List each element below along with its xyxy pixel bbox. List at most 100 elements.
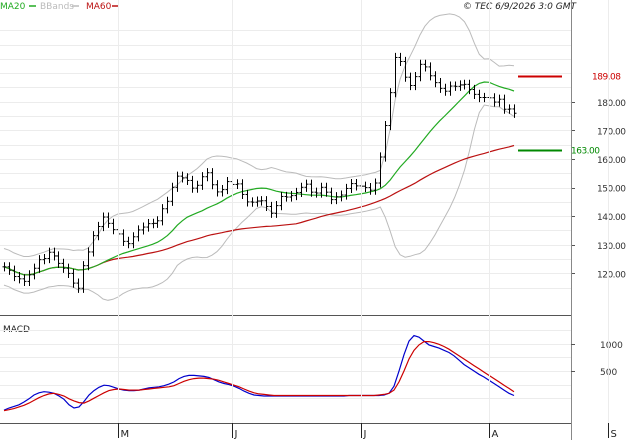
ohlc-bar bbox=[185, 173, 190, 186]
macd-lines bbox=[3, 334, 515, 412]
ohlc-bar bbox=[309, 179, 314, 197]
copyright-text: © TEC 6/9/2026 3:0 GMT bbox=[463, 2, 578, 12]
ma20-line bbox=[3, 81, 515, 276]
ohlc-bar bbox=[378, 152, 383, 188]
ohlc-bar bbox=[12, 265, 17, 282]
ohlc-bar bbox=[240, 179, 245, 200]
ohlc-bar bbox=[205, 168, 210, 182]
ohlc-bar bbox=[86, 247, 91, 271]
ohlc-bar bbox=[96, 221, 101, 241]
ohlc-bar bbox=[106, 212, 111, 228]
ohlc-bar bbox=[443, 83, 448, 96]
ohlc-bar bbox=[151, 218, 156, 229]
ohlc-bar bbox=[71, 268, 76, 288]
ohlc-bar bbox=[289, 191, 294, 202]
macd-grid bbox=[0, 330, 571, 399]
ohlc-bar bbox=[136, 225, 141, 242]
ohlc-bar bbox=[472, 84, 477, 99]
ohlc-bar bbox=[61, 258, 66, 273]
ohlc-bar bbox=[319, 182, 324, 198]
ohlc-bar bbox=[146, 219, 151, 232]
ohlc-bar bbox=[314, 187, 319, 198]
ohlc-bar bbox=[492, 93, 497, 107]
legend-ma60: MA60 bbox=[86, 2, 112, 12]
ohlc-bar bbox=[27, 270, 32, 286]
ohlc-bar bbox=[448, 81, 453, 96]
ma60-line bbox=[3, 144, 515, 276]
price-tick-label: 140.00 bbox=[597, 213, 626, 223]
ohlc-bar bbox=[101, 212, 106, 232]
ohlc-bar bbox=[180, 171, 185, 183]
price-tick-label: 120.00 bbox=[597, 270, 626, 280]
ohlc-bar bbox=[255, 196, 260, 207]
ohlc-bar bbox=[363, 181, 368, 193]
ohlc-bar bbox=[344, 183, 349, 200]
ohlc-bar bbox=[502, 94, 507, 114]
ohlc-bar bbox=[81, 261, 86, 293]
ohlc-bar bbox=[2, 262, 7, 272]
ohlc-bar bbox=[52, 247, 57, 261]
ohlc-bar bbox=[22, 274, 27, 286]
price-tick-label: 170.00 bbox=[597, 127, 626, 137]
ohlc-bar bbox=[195, 180, 200, 193]
ohlc-bar bbox=[433, 71, 438, 88]
ohlc-bar bbox=[408, 72, 413, 91]
ohlc-bar bbox=[160, 204, 165, 226]
ohlc-bar bbox=[32, 263, 37, 280]
moving-averages bbox=[3, 81, 515, 276]
ohlc-bar bbox=[245, 189, 250, 207]
ohlc-bar bbox=[210, 168, 215, 190]
ohlc-bar bbox=[215, 180, 220, 197]
ohlc-bar bbox=[482, 92, 487, 103]
ohlc-bar bbox=[175, 171, 180, 192]
ohlc-bar bbox=[324, 182, 329, 197]
ohlc-bar bbox=[354, 179, 359, 191]
ohlc-bar bbox=[462, 79, 467, 90]
x-tick-label: S bbox=[611, 429, 617, 440]
x-tick-label: J bbox=[234, 429, 238, 440]
ohlc-bar bbox=[413, 72, 418, 91]
ohlc-bar bbox=[428, 62, 433, 81]
resistance-label: 189.08 bbox=[592, 73, 621, 83]
ohlc-bar bbox=[111, 218, 116, 235]
ohlc-bar bbox=[259, 196, 264, 206]
price-bars bbox=[2, 52, 517, 293]
ohlc-bar bbox=[403, 56, 408, 82]
ohlc-bar bbox=[131, 232, 136, 249]
ohlc-bar bbox=[264, 196, 269, 212]
ohlc-bar bbox=[269, 201, 274, 218]
bband-upper bbox=[3, 13, 515, 257]
ohlc-bar bbox=[121, 229, 126, 246]
ohlc-bar bbox=[339, 190, 344, 202]
price-grid bbox=[0, 30, 571, 289]
signal-line bbox=[3, 341, 515, 412]
ohlc-bar bbox=[398, 52, 403, 67]
legend-ma20: MA20 bbox=[0, 2, 26, 12]
ohlc-bar bbox=[141, 222, 146, 235]
ohlc-bar bbox=[383, 120, 388, 162]
ohlc-bar bbox=[334, 192, 339, 205]
macd-tick-label: 1000 bbox=[600, 341, 623, 351]
x-tick-label: A bbox=[492, 429, 499, 440]
ohlc-bar bbox=[467, 79, 472, 95]
ohlc-bar bbox=[56, 251, 61, 268]
ohlc-bar bbox=[76, 278, 81, 293]
ohlc-bar bbox=[329, 187, 334, 205]
ohlc-bar bbox=[368, 183, 373, 195]
ohlc-bar bbox=[225, 177, 230, 195]
ohlc-bar bbox=[418, 59, 423, 82]
ohlc-bar bbox=[37, 255, 42, 273]
ohlc-bar bbox=[497, 94, 502, 107]
ohlc-bar bbox=[393, 52, 398, 98]
ohlc-bar bbox=[220, 185, 225, 197]
x-tick-label: M bbox=[121, 429, 130, 440]
ohlc-bar bbox=[126, 236, 131, 249]
ohlc-bar bbox=[274, 201, 279, 218]
ohlc-bar bbox=[42, 253, 47, 265]
ohlc-bar bbox=[235, 179, 240, 190]
price-tick-label: 180.00 bbox=[597, 99, 626, 109]
